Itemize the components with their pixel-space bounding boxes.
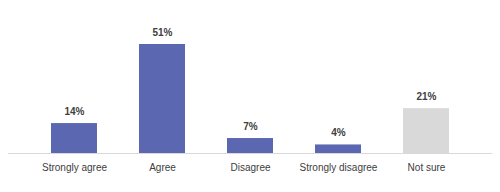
svg-text:7%: 7% <box>243 121 258 132</box>
svg-text:Not sure: Not sure <box>408 162 446 173</box>
svg-text:Disagree: Disagree <box>230 162 270 173</box>
svg-text:4%: 4% <box>331 127 346 138</box>
svg-text:Strongly disagree: Strongly disagree <box>300 162 378 173</box>
svg-text:14%: 14% <box>64 106 84 117</box>
svg-text:21%: 21% <box>416 91 436 102</box>
svg-text:Strongly agree: Strongly agree <box>42 162 107 173</box>
svg-text:51%: 51% <box>152 27 172 38</box>
svg-text:Agree: Agree <box>149 162 176 173</box>
